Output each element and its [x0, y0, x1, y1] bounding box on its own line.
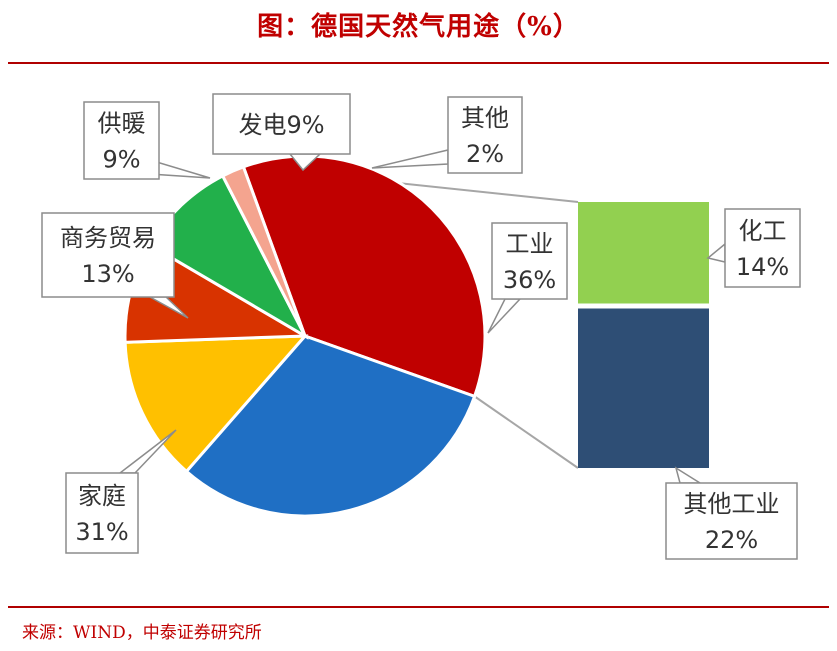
breakdown-bar-segment-1 — [578, 308, 709, 468]
label-power-text-0: 发电9% — [238, 111, 324, 139]
label-chemical-text-1: 14% — [736, 253, 789, 281]
label-chemical: 化工 14% — [706, 208, 801, 288]
label-industry-text-1: 36% — [503, 266, 556, 294]
label-heating-text-0: 供暖 — [98, 110, 146, 138]
pie-slice-1 — [184, 334, 477, 518]
label-commerce-text-1: 13% — [81, 260, 134, 288]
label-other: 其他 2% — [371, 96, 523, 174]
label-industry-text-0: 工业 — [506, 230, 554, 258]
label-other-text-0: 其他 — [461, 104, 509, 132]
title-divider — [8, 62, 829, 64]
pie-slice-5 — [220, 164, 307, 337]
source-divider — [8, 606, 829, 608]
label-household-text-1: 31% — [75, 518, 128, 546]
label-household: 家庭 31% — [65, 429, 177, 554]
label-household-text-0: 家庭 — [78, 482, 126, 510]
label-power: 发电9% — [212, 93, 351, 172]
label-heating: 供暖 9% — [83, 101, 211, 180]
connector-line-bottom — [474, 395, 579, 469]
label-other-industry: 其他工业 22% — [665, 466, 798, 560]
breakdown-bar-segment-0 — [578, 202, 709, 304]
source-note: 来源：WIND，中泰证券研究所 — [22, 623, 262, 643]
label-chemical-text-0: 化工 — [739, 217, 787, 245]
label-industry: 工业 36% — [487, 222, 568, 334]
label-heating-text-1: 9% — [102, 146, 140, 174]
label-other-industry-text-0: 其他工业 — [684, 490, 780, 518]
label-commerce: 商务贸易 13% — [41, 212, 189, 319]
chart-title: 图：德国天然气用途（%） — [257, 12, 580, 42]
label-commerce-text-0: 商务贸易 — [60, 224, 156, 252]
label-other-text-1: 2% — [466, 140, 504, 168]
label-other-industry-text-1: 22% — [705, 526, 758, 554]
pie-slice-2 — [123, 334, 309, 474]
